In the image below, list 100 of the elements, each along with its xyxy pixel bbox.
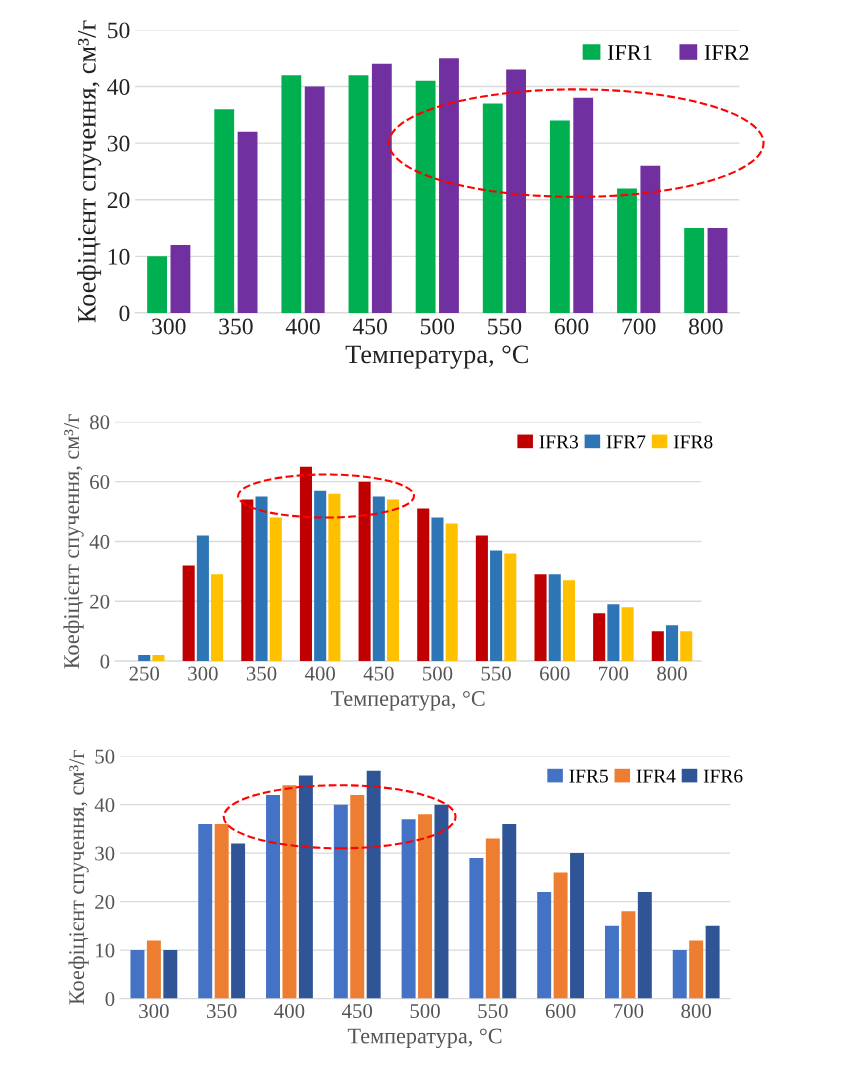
y-tick-label: 10 <box>108 248 130 265</box>
bar <box>418 814 433 999</box>
bar <box>705 925 720 999</box>
bar <box>266 794 281 999</box>
y-tick-label: 0 <box>100 654 110 669</box>
x-tick-label: 550 <box>478 1004 508 1019</box>
legend-label: IFR2 <box>704 45 749 60</box>
x-tick-label: 500 <box>423 666 453 681</box>
x-tick-label: 800 <box>689 318 723 335</box>
bar <box>237 131 258 313</box>
bar <box>214 824 229 999</box>
y-tick-label: 30 <box>95 846 115 861</box>
bar <box>130 950 145 999</box>
bar <box>163 950 178 999</box>
bar <box>182 565 195 662</box>
x-tick-label: 300 <box>152 318 186 335</box>
bar <box>485 838 500 999</box>
bar <box>386 499 400 662</box>
x-tick-label: 300 <box>139 1004 169 1019</box>
x-tick-label: 800 <box>657 666 687 681</box>
bar <box>534 574 547 662</box>
legend-label: IFR1 <box>607 45 652 60</box>
y-tick-label: 40 <box>107 79 130 95</box>
bar <box>637 891 652 999</box>
x-tick-label: 400 <box>285 318 320 335</box>
bar <box>689 940 704 999</box>
bar <box>304 86 325 313</box>
bar <box>417 508 430 662</box>
bar <box>366 770 381 999</box>
x-tick-label: 350 <box>246 666 277 681</box>
bar <box>506 69 527 313</box>
bar <box>152 655 165 662</box>
y-tick-label: 20 <box>90 594 110 609</box>
bar <box>314 490 327 662</box>
y-tick-label: 20 <box>95 894 115 910</box>
y-tick-label: 80 <box>90 415 110 430</box>
bar <box>665 625 679 662</box>
x-tick-label: 500 <box>410 1004 440 1019</box>
bar <box>431 517 444 662</box>
x-axis-title: Температура, °C <box>345 345 528 369</box>
x-tick-label: 450 <box>363 666 394 681</box>
bar <box>604 925 619 999</box>
bar <box>196 535 209 662</box>
y-tick-label: 50 <box>108 22 130 39</box>
bar <box>372 496 385 662</box>
y-axis-title: Коефіцієнт спучення, см³/г <box>63 414 84 669</box>
bar <box>651 631 664 662</box>
x-tick-label: 250 <box>129 666 160 681</box>
x-tick-label: 800 <box>681 1004 712 1019</box>
bar <box>490 550 503 662</box>
x-tick-label: 550 <box>488 318 522 335</box>
bar <box>593 613 606 662</box>
y-tick-label: 30 <box>107 135 130 152</box>
bar <box>350 794 365 999</box>
x-axis-title: Температура, °C <box>330 690 485 711</box>
bar <box>231 843 246 999</box>
x-axis-title: Температура, °C <box>347 1028 502 1049</box>
bar <box>445 523 458 662</box>
bar <box>621 911 636 999</box>
bar <box>617 188 637 313</box>
bar <box>439 58 459 313</box>
x-tick-label: 600 <box>545 1004 576 1019</box>
bar <box>482 103 503 313</box>
bar <box>537 891 552 999</box>
bar <box>401 819 416 999</box>
bar <box>469 857 484 999</box>
x-tick-label: 350 <box>219 318 253 335</box>
x-tick-label: 600 <box>540 666 570 681</box>
bar <box>348 75 369 313</box>
bar <box>371 63 392 313</box>
y-tick-label: 40 <box>89 534 110 549</box>
bar <box>684 228 705 313</box>
bar <box>415 80 436 313</box>
x-tick-label: 400 <box>304 666 335 681</box>
y-tick-label: 0 <box>105 991 115 1007</box>
bar <box>680 631 693 662</box>
bar <box>504 553 517 662</box>
bar <box>621 607 634 662</box>
bar <box>672 950 687 999</box>
legend-label: IFR5 <box>569 769 608 783</box>
bar <box>358 481 371 662</box>
bar <box>570 853 585 999</box>
bar <box>255 496 268 662</box>
y-tick-label: 0 <box>119 305 130 322</box>
bar <box>548 574 561 662</box>
bar <box>607 604 620 662</box>
x-tick-label: 450 <box>352 318 387 335</box>
bar <box>502 824 517 999</box>
y-axis-title: Коефіцієнт спучення, см³/г <box>77 20 102 323</box>
bar <box>549 120 570 313</box>
bar <box>282 785 297 999</box>
x-tick-label: 350 <box>207 1004 237 1019</box>
bar <box>562 580 575 662</box>
legend-label: IFR6 <box>703 769 743 783</box>
bar <box>553 872 568 999</box>
bar <box>146 940 161 999</box>
bar <box>214 109 235 313</box>
bar <box>573 97 594 313</box>
x-tick-label: 700 <box>614 1004 644 1019</box>
bar <box>170 245 191 313</box>
